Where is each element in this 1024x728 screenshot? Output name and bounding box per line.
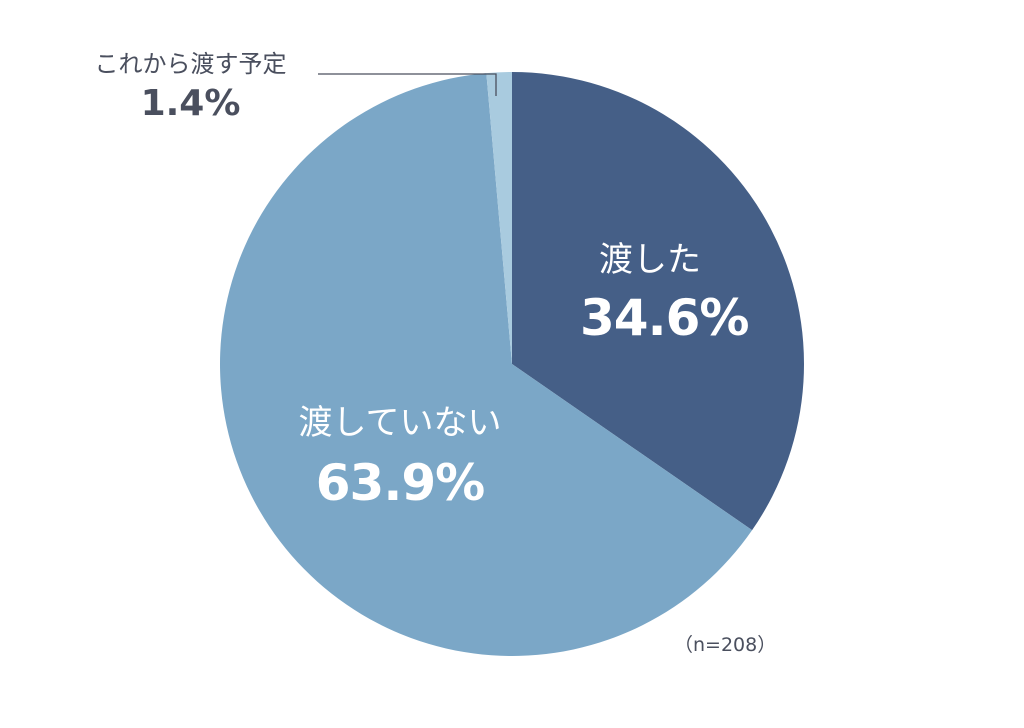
- slice-label-given: 渡した 34.6%: [580, 232, 749, 347]
- percentage-value: 34.6%: [580, 289, 749, 347]
- slice-label-planned: これから渡す予定 1.4%: [78, 44, 303, 124]
- sample-size-note: （n=208）: [674, 634, 777, 656]
- percentage-value: 1.4%: [140, 83, 241, 124]
- category-name: 渡した: [599, 240, 701, 280]
- slice-given: [512, 72, 804, 531]
- category-name: これから渡す予定: [94, 50, 287, 78]
- slice-planned: [486, 72, 512, 364]
- slice-not-given: [220, 73, 753, 657]
- leader-line: [318, 73, 497, 96]
- category-name: 渡していない: [298, 403, 502, 443]
- slice-label-not-given: 渡していない 63.9%: [270, 395, 530, 512]
- percentage-value: 63.9%: [315, 454, 485, 512]
